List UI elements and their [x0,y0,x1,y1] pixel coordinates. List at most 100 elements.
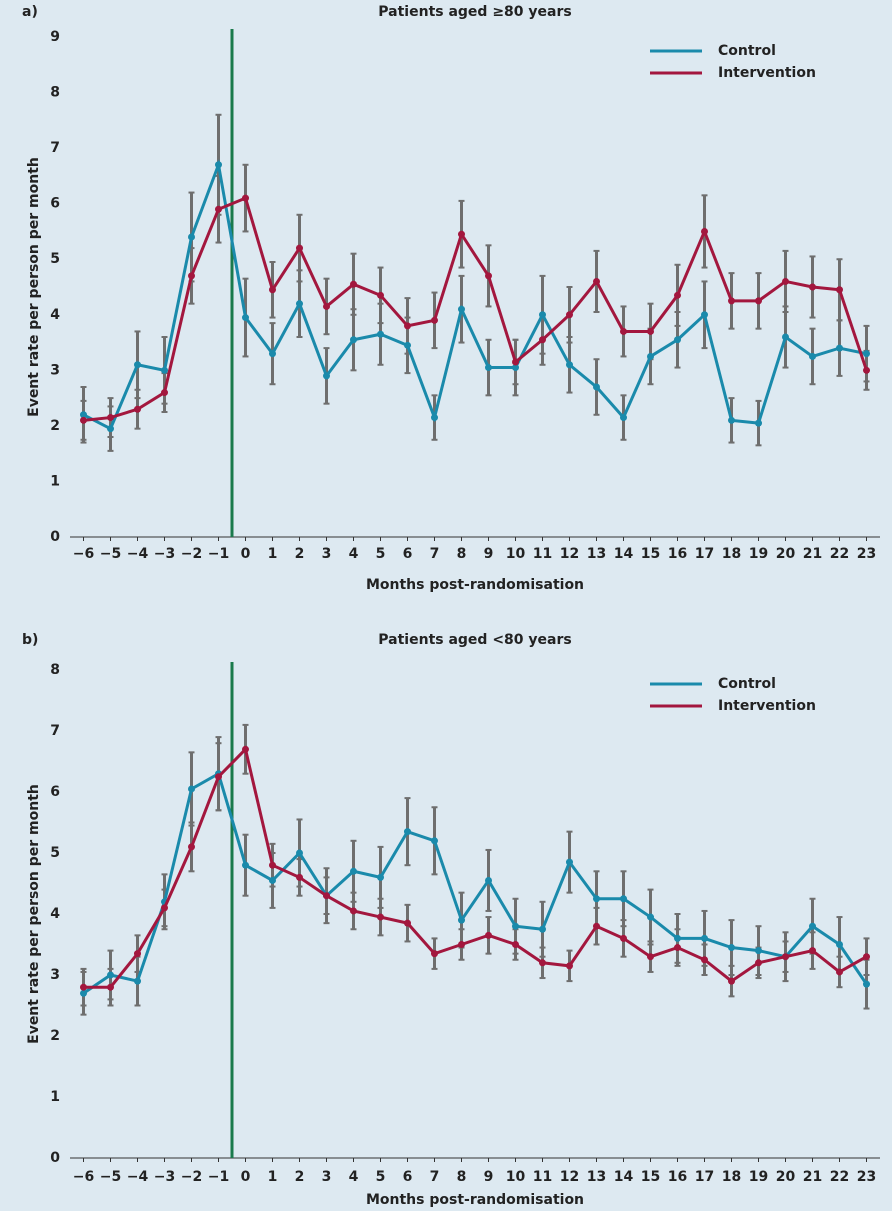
legend-label: Intervention [718,698,816,714]
y-tick-label: 5 [50,845,60,861]
x-tick-label: −6 [73,1169,94,1185]
data-point [539,311,546,319]
data-point [269,876,276,884]
data-point [269,350,276,358]
x-tick-label: 1 [268,1169,278,1185]
data-point [296,873,303,881]
x-tick-label: 5 [376,1169,386,1185]
x-tick-label: 18 [722,1169,741,1185]
data-point [134,977,141,985]
x-tick-label: 18 [722,546,741,562]
x-tick-label: 10 [506,546,526,562]
x-tick-label: 11 [533,1169,552,1185]
data-point [836,941,843,948]
x-tick-label: −3 [154,1169,175,1185]
data-point [701,227,708,235]
series-line [82,771,868,995]
x-tick-label: 3 [322,546,332,562]
data-point [431,316,438,324]
data-point [539,336,546,344]
data-point [863,366,870,374]
x-tick-label: 8 [457,1169,467,1185]
data-point [674,934,681,942]
data-point [134,361,141,369]
data-point [323,372,330,380]
y-tick-label: 4 [50,906,60,922]
data-point [107,983,114,991]
x-tick-label: 15 [641,546,660,562]
data-point [404,341,411,349]
data-point [107,425,114,433]
data-point [215,161,222,169]
x-tick-label: 22 [830,546,849,562]
data-point [674,336,681,344]
data-point [377,913,384,921]
x-tick-label: 23 [857,546,876,562]
data-point [458,230,465,238]
data-point [242,194,249,202]
x-tick-label: 7 [430,1169,440,1185]
data-point [161,389,168,397]
x-tick-label: 2 [295,1169,305,1185]
y-tick-label: 4 [50,307,60,323]
data-point [350,867,357,875]
data-point [566,962,573,970]
x-tick-label: 17 [695,546,714,562]
data-point [80,983,87,991]
data-point [728,297,735,305]
x-tick-label: 12 [560,546,579,562]
data-point [161,904,168,912]
data-point [809,922,816,930]
data-point [134,405,141,413]
x-tick-label: −5 [100,546,121,562]
data-point [647,913,654,921]
data-point [836,968,843,976]
data-point [728,977,735,985]
x-tick-label: 2 [295,546,305,562]
data-point [836,344,843,352]
x-tick-label: 6 [403,546,413,562]
y-tick-label: 6 [50,784,60,800]
data-point [647,953,654,961]
x-tick-label: −4 [127,1169,149,1185]
x-tick-label: 8 [457,546,467,562]
data-point [620,414,627,422]
x-tick-label: 16 [668,546,687,562]
x-tick-label: 14 [614,546,634,562]
x-tick-label: 15 [641,1169,660,1185]
y-tick-label: 6 [50,196,60,212]
x-tick-label: 20 [776,546,796,562]
x-tick-label: 9 [484,1169,494,1185]
data-point [404,322,411,330]
data-point [269,861,276,869]
data-point [674,291,681,299]
data-point [188,233,195,241]
data-point [188,272,195,280]
x-tick-label: −1 [208,1169,229,1185]
data-point [242,861,249,869]
x-tick-label: 0 [241,1169,251,1185]
x-tick-label: 11 [533,546,552,562]
data-point [566,361,573,369]
y-tick-label: 9 [50,29,60,45]
data-point [782,953,789,961]
y-tick-label: 8 [50,662,60,678]
data-point [296,300,303,308]
chart-title: Patients aged <80 years [378,632,571,648]
data-point [134,950,141,958]
data-point [107,971,114,979]
x-tick-label: 3 [322,1169,332,1185]
x-tick-label: −2 [181,1169,202,1185]
data-point [512,922,519,930]
data-point [701,934,708,942]
x-tick-label: 0 [241,546,251,562]
data-point [242,745,249,753]
x-tick-label: 9 [484,546,494,562]
x-tick-label: 14 [614,1169,634,1185]
x-tick-label: 12 [560,1169,579,1185]
data-point [566,311,573,319]
data-point [377,330,384,338]
data-point [296,849,303,857]
data-point [80,411,87,419]
